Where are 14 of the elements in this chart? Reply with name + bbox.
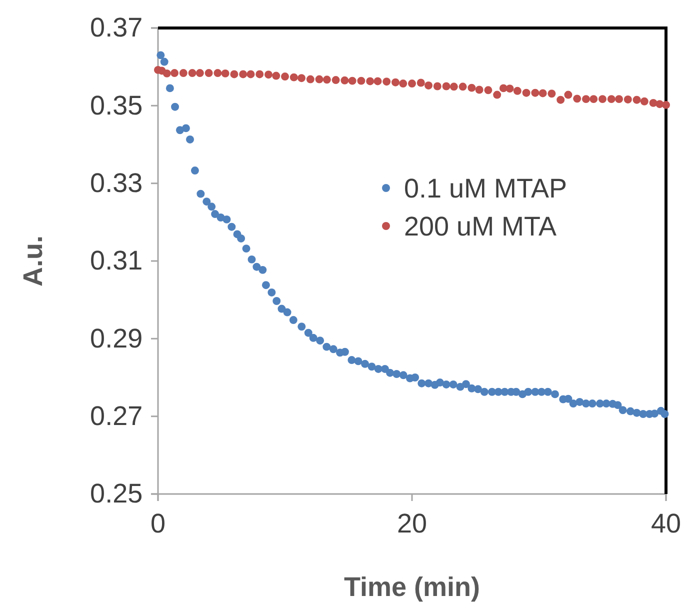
y-tick-label: 0.35 [90,90,143,120]
x-tick-label: 40 [650,508,682,538]
legend-label: 0.1 uM MTAP [404,173,568,204]
x-tick-label: 20 [396,508,428,538]
y-tick-label: 0.29 [90,323,143,354]
y-tick-label: 0.31 [90,246,143,276]
legend-label: 200 uM MTA [404,211,557,242]
y-tick-label: 0.25 [90,478,143,509]
y-axis-title: A.u. [18,236,48,286]
y-tick-label: 0.37 [90,12,143,43]
x-axis-title: Time (min) [344,572,480,602]
y-tick-label: 0.27 [90,400,143,431]
y-tick-label: 0.33 [90,168,143,198]
x-tick-label: 0 [150,508,166,538]
